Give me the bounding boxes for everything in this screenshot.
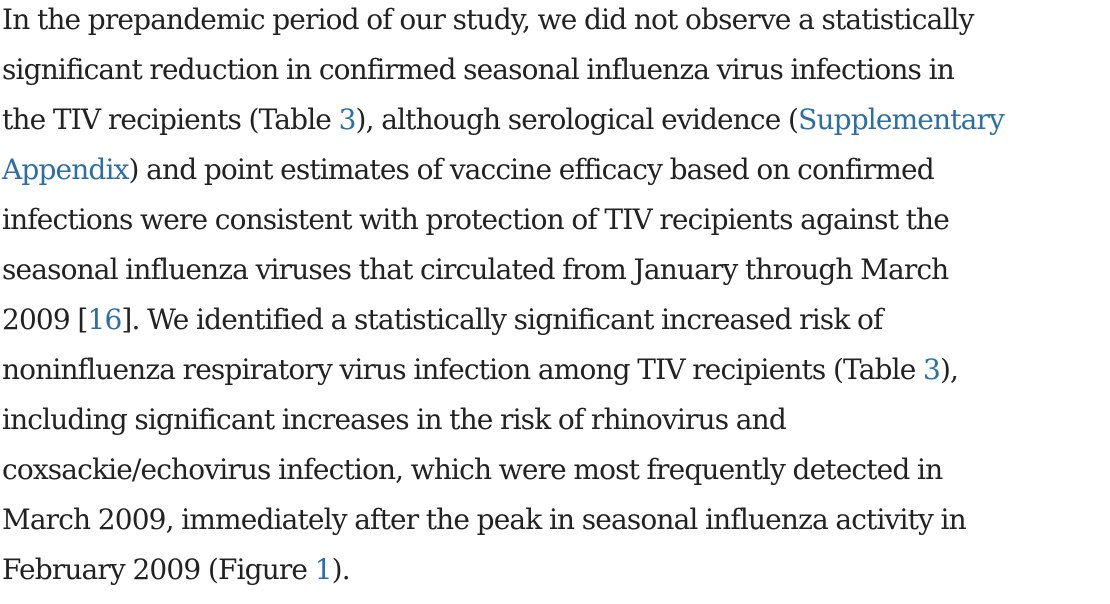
paragraph-line: seasonal influenza viruses that circulat… <box>2 245 949 295</box>
paragraph-text: ), although serological evidence ( <box>355 103 799 136</box>
paragraph-line: February 2009 (Figure 1). <box>2 545 351 595</box>
paragraph-text: 2009 [ <box>2 303 88 336</box>
paragraph-line: significant reduction in confirmed seaso… <box>2 45 955 95</box>
paragraph-text: the TIV recipients (Table <box>2 103 339 136</box>
paragraph-text: noninfluenza respiratory virus infection… <box>2 353 924 386</box>
paragraph-text: significant reduction in confirmed seaso… <box>2 53 955 86</box>
paragraph-line: infections were consistent with protecti… <box>2 195 950 245</box>
paragraph-text: In the prepandemic period of our study, … <box>2 3 974 36</box>
reference-16-link[interactable]: 16 <box>87 303 122 336</box>
paragraph-text: February 2009 (Figure <box>2 553 315 586</box>
paragraph-line: the TIV recipients (Table 3), although s… <box>2 95 1005 145</box>
paragraph-text: March 2009, immediately after the peak i… <box>2 503 967 536</box>
paragraph-text: ]. We identified a statistically signifi… <box>121 303 883 336</box>
paragraph-line: coxsackie/echovirus infection, which wer… <box>2 445 943 495</box>
paragraph-line: noninfluenza respiratory virus infection… <box>2 345 959 395</box>
paragraph-text: ), <box>939 353 959 386</box>
supplementary-appendix-link[interactable]: Appendix <box>2 153 129 186</box>
paragraph-line: Appendix) and point estimates of vaccine… <box>2 145 935 195</box>
table-3-link[interactable]: 3 <box>923 353 941 386</box>
paragraph-line: 2009 [16]. We identified a statistically… <box>2 295 883 345</box>
paragraph-text: coxsackie/echovirus infection, which wer… <box>2 453 943 486</box>
paragraph-line: including significant increases in the r… <box>2 395 787 445</box>
figure-1-link[interactable]: 1 <box>314 553 333 586</box>
paragraph-text: including significant increases in the r… <box>2 403 787 436</box>
table-3-link[interactable]: 3 <box>338 103 357 136</box>
supplementary-appendix-link[interactable]: Supplementary <box>798 103 1005 136</box>
paragraph-line: In the prepandemic period of our study, … <box>2 0 974 45</box>
paragraph-text: ) and point estimates of vaccine efficac… <box>128 153 935 186</box>
paragraph-text: infections were consistent with protecti… <box>2 203 950 236</box>
paragraph-text: seasonal influenza viruses that circulat… <box>2 253 949 286</box>
paragraph-text: ). <box>331 553 351 586</box>
paragraph-line: March 2009, immediately after the peak i… <box>2 495 967 545</box>
